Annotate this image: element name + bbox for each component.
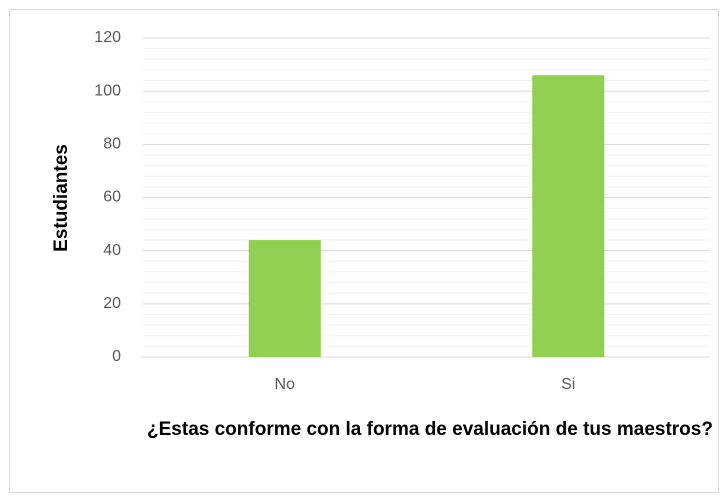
x-tick-label: Si	[561, 376, 575, 393]
y-tick-label: 0	[112, 348, 121, 365]
bar	[532, 75, 605, 357]
x-tick-label: No	[275, 376, 296, 393]
y-tick-label: 100	[94, 82, 121, 99]
y-tick-label: 20	[103, 295, 121, 312]
y-axis-title: Estudiantes	[51, 144, 72, 252]
y-tick-label: 120	[94, 29, 121, 46]
y-tick-label: 80	[103, 136, 121, 153]
y-tick-label: 40	[103, 242, 121, 259]
x-axis-title: ¿Estas conforme con la forma de evaluaci…	[147, 419, 713, 440]
y-tick-label: 60	[103, 189, 121, 206]
bar	[248, 240, 321, 357]
